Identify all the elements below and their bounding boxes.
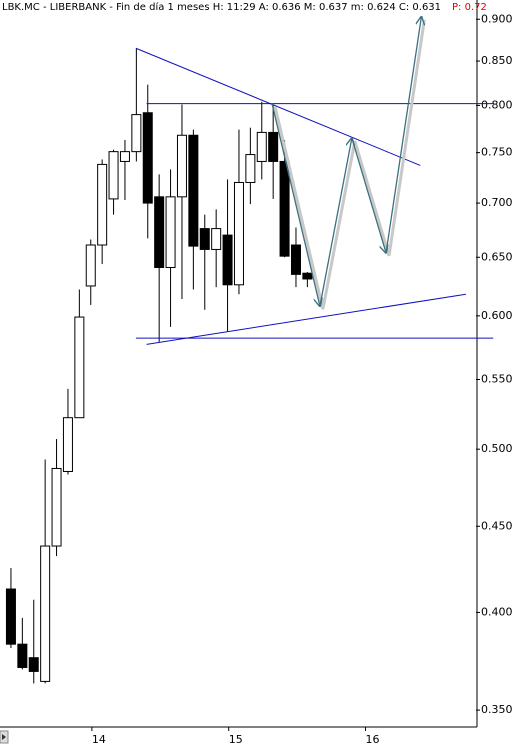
candle-body (74, 316, 85, 419)
y-tick-label: 0.900 (481, 12, 513, 25)
candle-body (245, 154, 256, 183)
y-tick-label: 0.400 (481, 605, 513, 618)
y-tick-label: 0.850 (481, 54, 513, 67)
x-tick-label: 16 (366, 733, 380, 746)
candle-body (51, 467, 62, 547)
candle-body (131, 114, 142, 153)
candle-body (142, 112, 153, 204)
candle-body (40, 545, 51, 682)
candle-body (62, 417, 73, 472)
x-tick-label: 14 (92, 733, 106, 746)
scroll-icon (2, 734, 6, 740)
y-tick-label: 0.700 (481, 196, 513, 209)
candle-body (176, 134, 187, 198)
candle-body (165, 196, 176, 268)
y-tick-label: 0.500 (481, 442, 513, 455)
header-annotation: P: 0.72 (452, 2, 487, 13)
trend-line (146, 293, 466, 345)
y-tick-label: 0.750 (481, 146, 513, 159)
trend-line (135, 47, 421, 166)
y-tick-label: 0.550 (481, 372, 513, 385)
candle-body (222, 234, 233, 286)
candle-body (17, 643, 28, 668)
y-tick-label: 0.450 (481, 519, 513, 532)
candle-body (199, 228, 210, 250)
y-tick-label: 0.600 (481, 309, 513, 322)
forecast-line (385, 17, 421, 253)
candle-body (188, 134, 199, 247)
chart-title: LBK.MC - LIBERBANK - Fin de día 1 meses … (2, 1, 441, 13)
candle-body (268, 131, 279, 162)
x-tick-label: 15 (229, 733, 243, 746)
candle-body (256, 131, 267, 162)
y-tick-label: 0.800 (481, 98, 513, 111)
candle-body (108, 151, 119, 200)
candle-body (279, 160, 290, 257)
candle-body (5, 588, 16, 645)
forecast-line (271, 103, 320, 307)
candle-body (154, 196, 165, 268)
candle-body (290, 244, 301, 275)
y-tick-label: 0.650 (481, 250, 513, 263)
candle-body (97, 163, 108, 246)
candle-body (233, 181, 244, 286)
y-tick-label: 0.350 (481, 703, 513, 716)
forecast-line (319, 138, 352, 307)
forecast-line (351, 137, 386, 253)
candle-body (302, 272, 313, 280)
candle-body (28, 657, 39, 672)
candle-body (211, 228, 222, 250)
candle-body (119, 151, 130, 162)
candle-body (85, 244, 96, 287)
